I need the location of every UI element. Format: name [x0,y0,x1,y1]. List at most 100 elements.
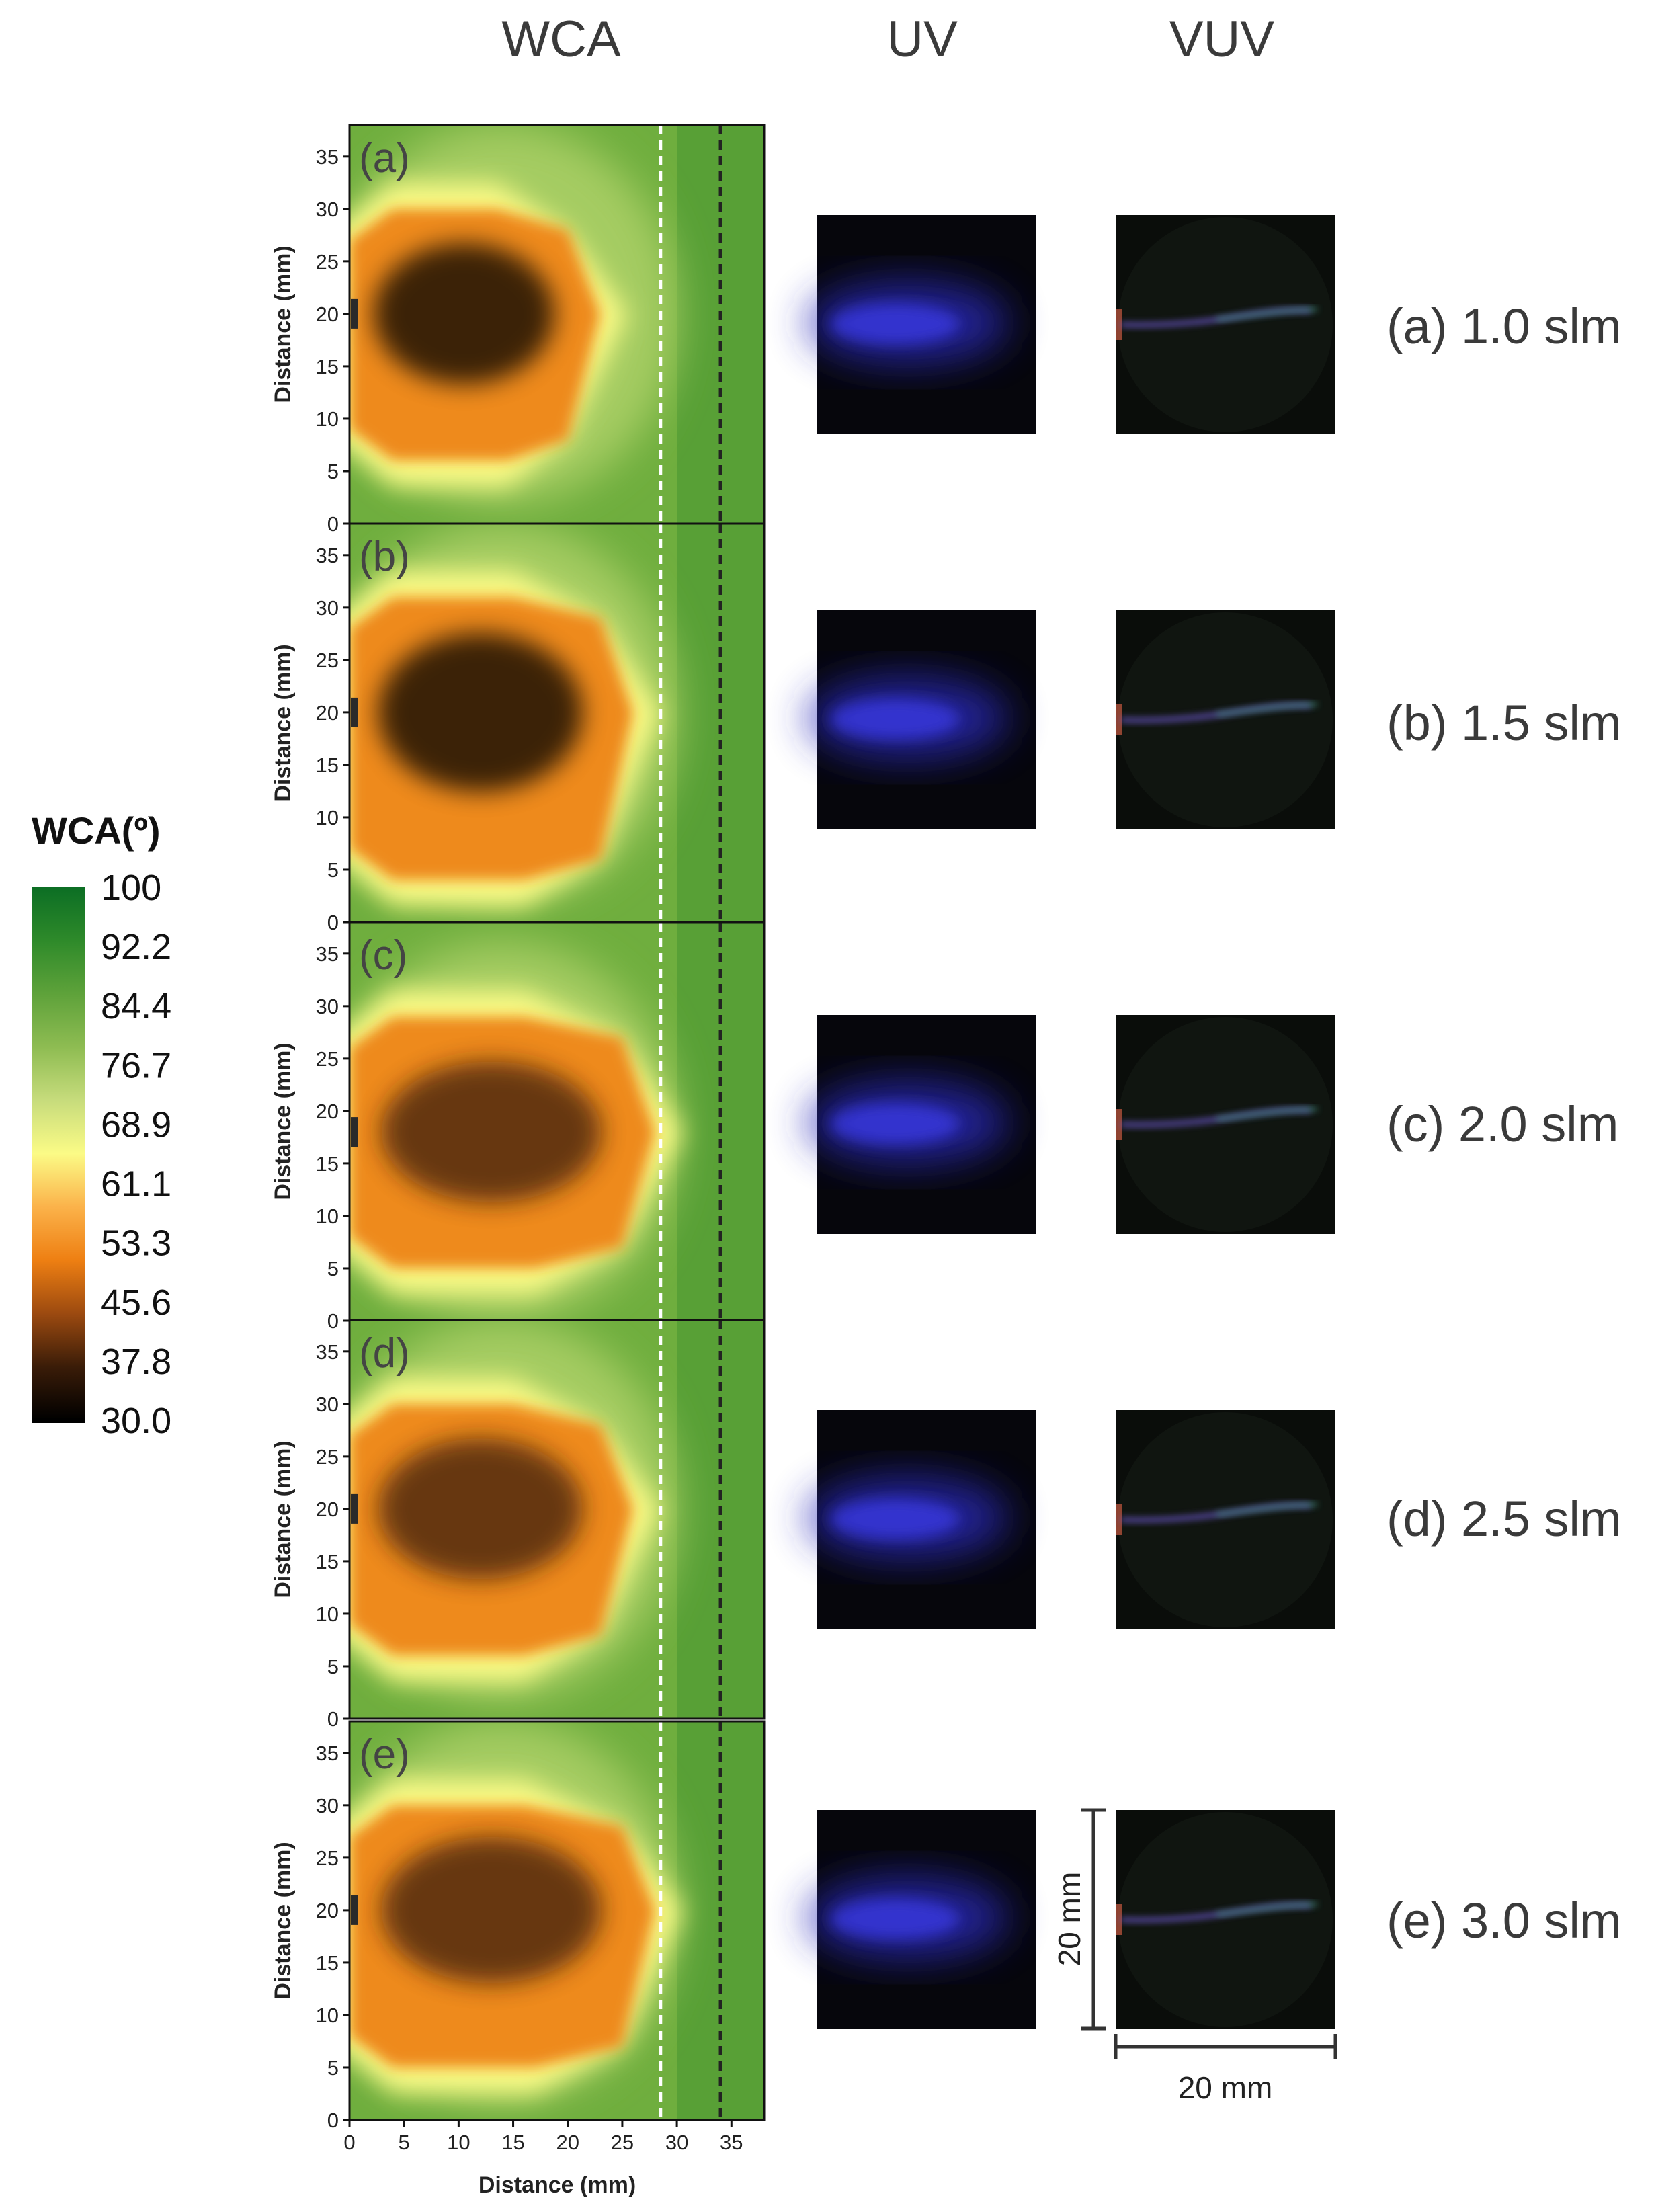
x-tick-label: 5 [399,2131,410,2154]
y-tick-label: 0 [327,2108,339,2132]
heatmap-core [378,1438,583,1580]
vuv-photo [1116,215,1335,434]
scale-bar-vertical-label: 20 mm [1052,1872,1087,1967]
y-tick-label: 25 [316,1445,339,1469]
y-tick-label: 15 [316,355,339,378]
vuv-nozzle-glow [1116,309,1122,340]
column-header-wca: WCA [501,11,621,68]
jet-nozzle-marker [351,1493,358,1524]
y-tick-label: 20 [316,1100,339,1123]
uv-photo [807,215,1036,434]
vuv-nozzle-glow [1116,1904,1122,1935]
uv-photo [807,610,1036,829]
y-tick-label: 10 [316,806,339,829]
panel-frame [348,1319,766,1720]
panel-label: (a) [359,135,410,181]
colorbar-tick-label: 37.8 [101,1342,171,1382]
colorbar-ticks: 100 92.2 84.4 76.7 68.9 61.1 53.3 45.6 37.8 30.0 [101,868,171,1441]
x-tick-label: 10 [447,2131,470,2154]
y-tick-label: 25 [316,250,339,274]
vuv-aperture [1118,1812,1333,2027]
heatmap-core [378,632,583,792]
photo-grid [807,215,1335,2029]
vuv-photo [1116,1410,1335,1629]
flow-rate-labels: (a) 1.0 slm (b) 1.5 slm (c) 2.0 slm (d) 2.5… [1387,298,1622,1949]
vuv-nozzle-glow [1116,1504,1122,1535]
flow-rate-label: (a) 1.0 slm [1387,298,1622,354]
column-header-vuv: VUV [1169,11,1275,68]
heatmap-core [374,243,554,384]
x-tick-label: 20 [556,2131,579,2154]
y-tick-label: 30 [316,1794,339,1817]
heatmap-far-field [677,524,764,922]
y-tick-label: 25 [316,1846,339,1870]
colorbar-tick-label: 61.1 [101,1164,171,1204]
heatmap-panels: (a) 0 5 10 15 20 25 30 35 Distance (mm) (b) 0 5 10 15 2… [270,124,766,2132]
vuv-photo [1116,1015,1335,1234]
y-tick-label: 20 [316,302,339,326]
jet-nozzle-marker [351,298,358,329]
y-tick-label: 0 [327,1707,339,1731]
jet-nozzle-marker [351,1117,358,1147]
y-tick-label: 30 [316,1393,339,1416]
jet-nozzle-marker [351,697,358,727]
vuv-aperture [1118,612,1333,827]
heatmap-far-field [677,1721,764,2120]
heatmap-panel: (b) 0 5 10 15 20 25 30 35 Distance (mm) [270,522,766,934]
y-tick-label: 10 [316,1602,339,1626]
flow-rate-label: (b) 1.5 slm [1387,695,1622,751]
heatmap-panel: (c) 0 5 10 15 20 25 30 35 Distance (mm) [270,921,766,1333]
colorbar-tick-label: 100 [101,868,161,908]
vuv-nozzle-glow [1116,704,1122,735]
panel-label: (c) [359,932,407,979]
vuv-streamer-tail [1216,307,1318,321]
uv-photo [807,1015,1036,1234]
vuv-aperture [1118,1412,1333,1627]
vuv-aperture [1118,217,1333,432]
heatmap-panel: (a) 0 5 10 15 20 25 30 35 Distance (mm) [270,124,766,536]
y-tick-label: 30 [316,995,339,1018]
jet-nozzle-marker [351,1895,358,1925]
y-tick-label: 10 [316,2004,339,2027]
vuv-streamer-tail [1216,1502,1318,1516]
uv-photo [807,1810,1036,2029]
x-tick-label: 35 [720,2131,743,2154]
vuv-streamer-tail [1216,1902,1318,1916]
y-tick-label: 35 [316,544,339,567]
uv-core [831,1899,958,1939]
heatmap-far-field [677,1320,764,1719]
uv-core [831,304,958,344]
colorbar-tick-label: 84.4 [101,986,171,1026]
y-tick-label: 10 [316,407,339,431]
y-tick-label: 15 [316,1152,339,1176]
colorbar-tick-label: 76.7 [101,1045,171,1085]
scale-bar-horizontal-label: 20 mm [1178,2070,1273,2105]
y-tick-label: 25 [316,1047,339,1071]
x-axis-label: Distance (mm) [479,2172,636,2198]
vuv-nozzle-glow [1116,1109,1122,1140]
vuv-streamer-tail [1216,702,1318,716]
vuv-streamer-tail [1216,1107,1318,1121]
y-tick-label: 15 [316,753,339,777]
y-axis-label: Distance (mm) [270,644,296,801]
scale-bar: 20 mm 20 mm [1052,1808,1337,2105]
y-tick-label: 0 [327,1309,339,1333]
y-tick-label: 0 [327,911,339,934]
y-tick-label: 35 [316,145,339,169]
vuv-aperture [1118,1017,1333,1232]
x-tick-label: 0 [343,2131,355,2154]
panel-label: (b) [359,534,410,580]
y-tick-label: 0 [327,512,339,536]
y-tick-label: 20 [316,1899,339,1922]
x-tick-label: 25 [611,2131,634,2154]
y-tick-label: 35 [316,942,339,966]
uv-core [831,699,958,739]
panel-label: (e) [359,1731,410,1778]
y-tick-label: 5 [327,460,339,483]
x-tick-label: 15 [501,2131,524,2154]
heatmap-core [381,1061,602,1202]
x-axis: 0 5 10 15 20 25 30 35 [343,2120,743,2154]
panel-label: (d) [359,1330,410,1377]
flow-rate-label: (c) 2.0 slm [1387,1096,1618,1152]
